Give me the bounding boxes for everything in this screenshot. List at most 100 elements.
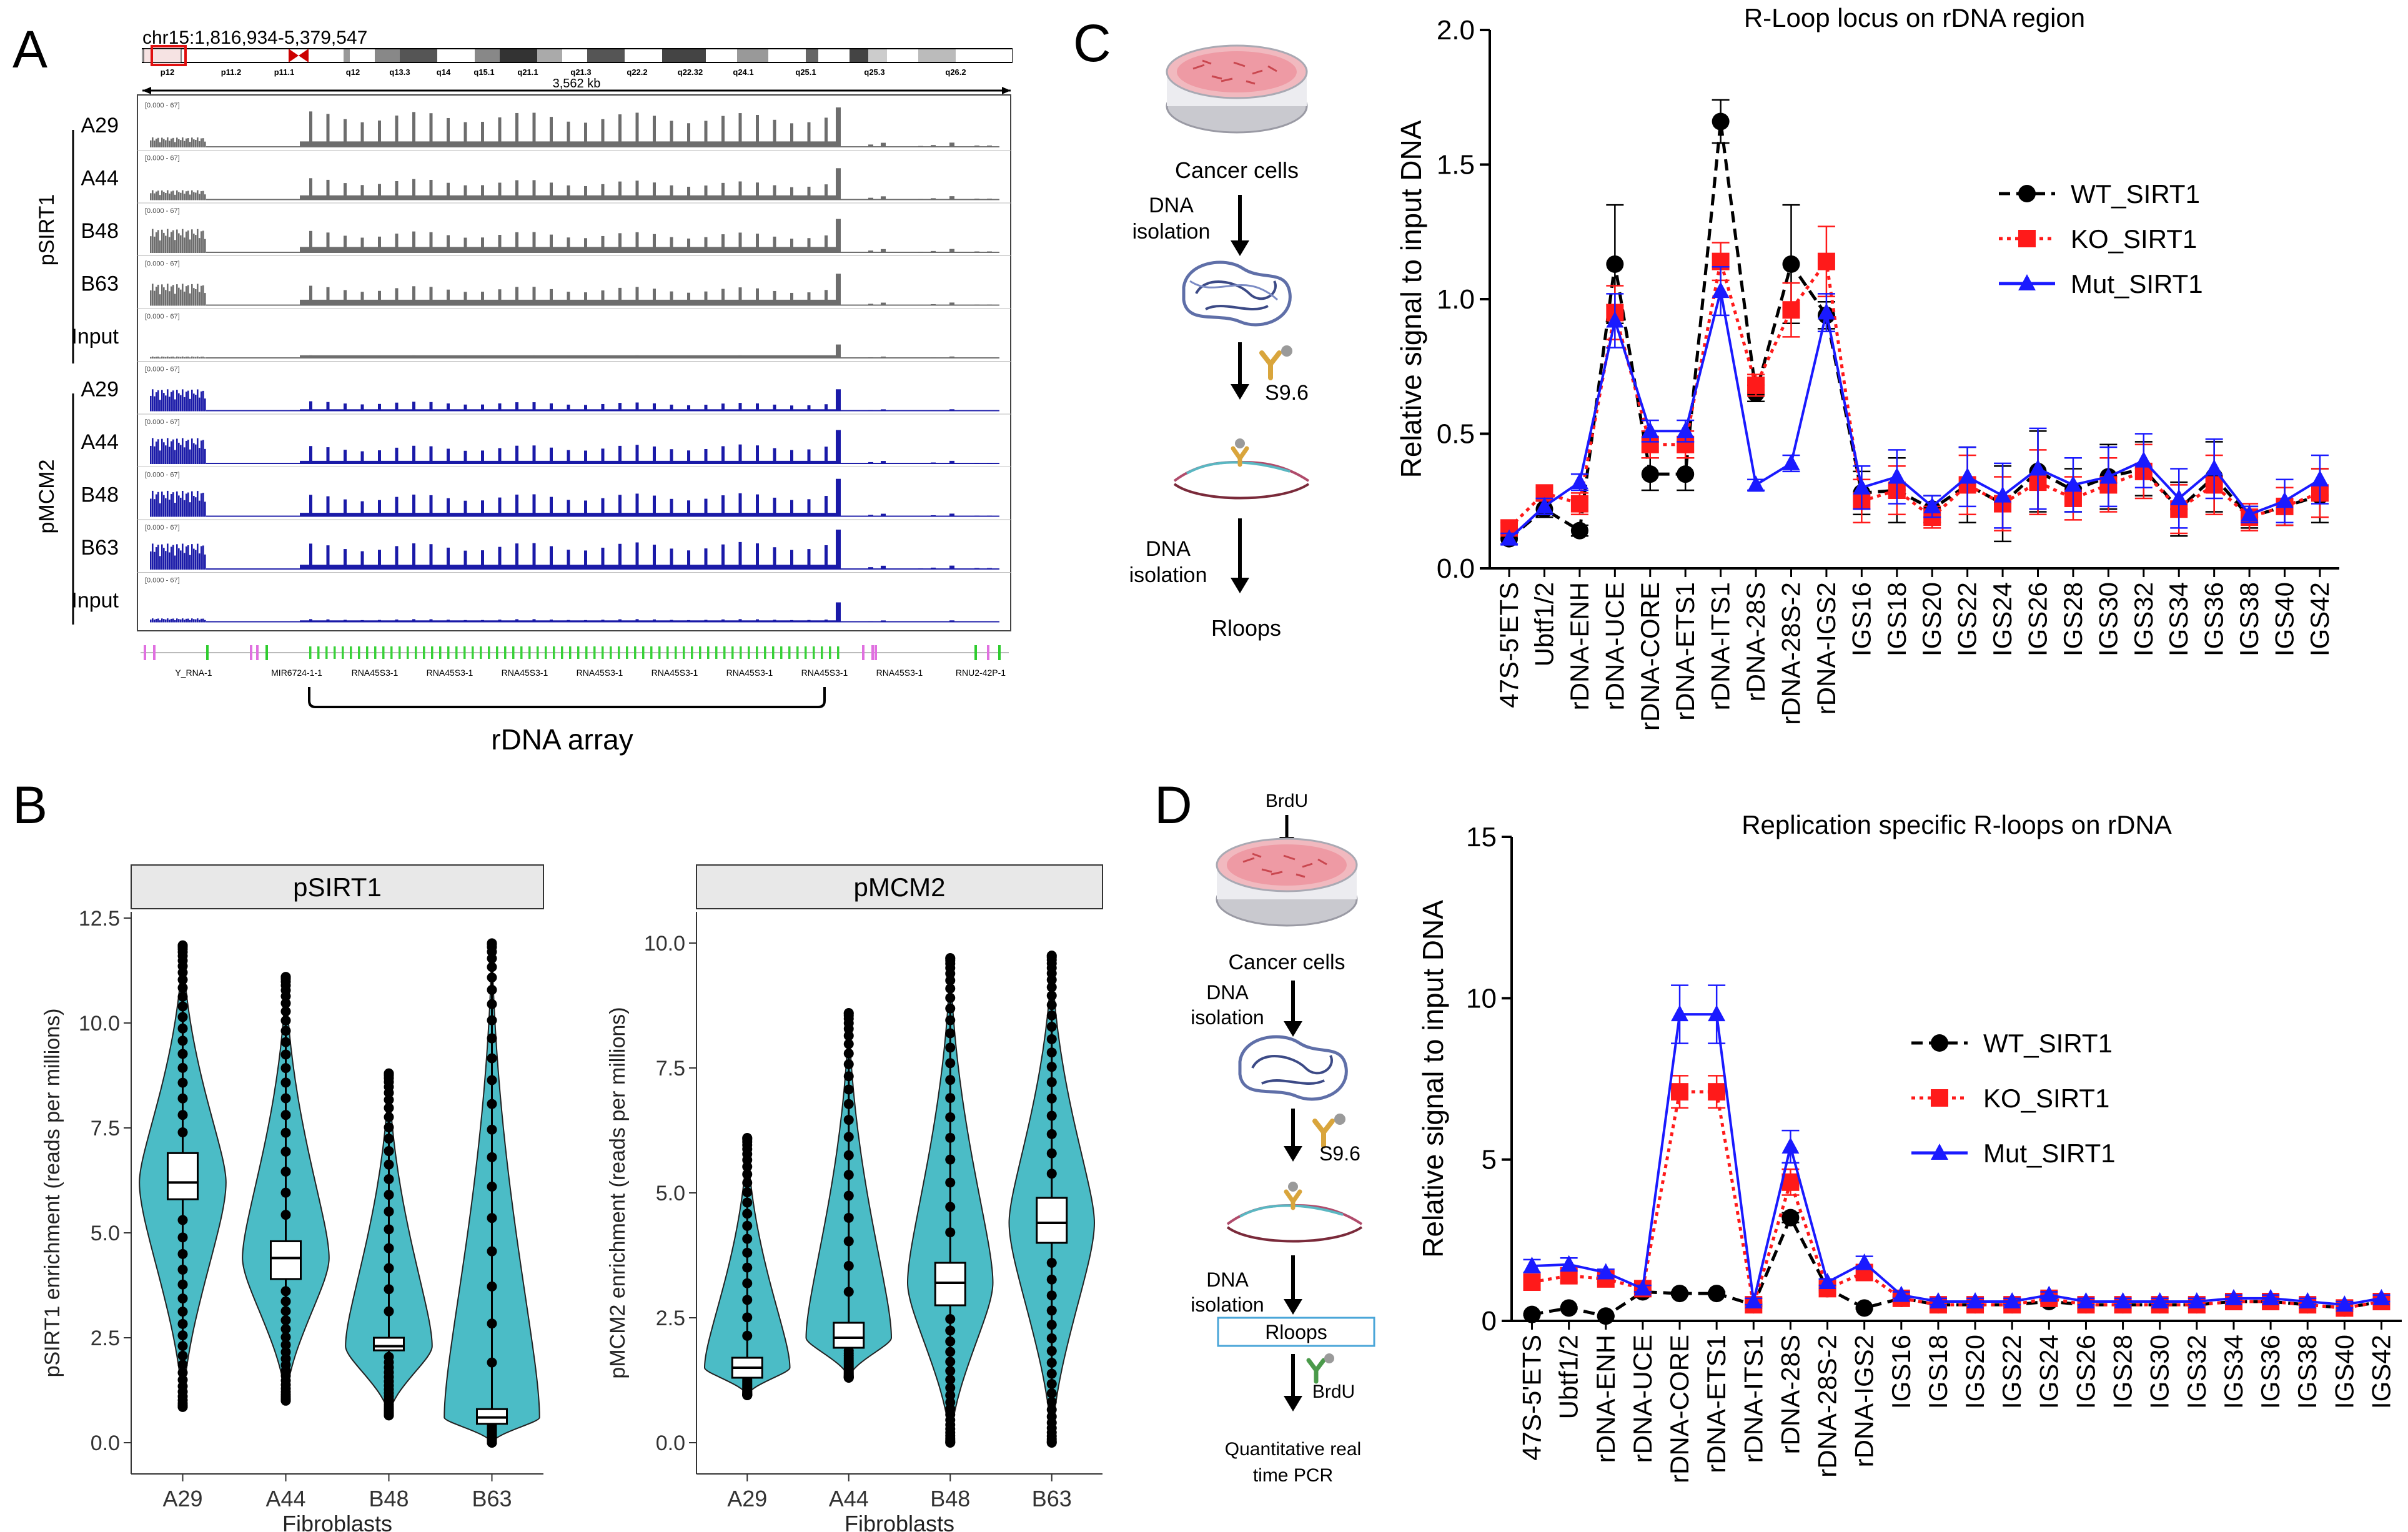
signal-bar	[191, 438, 193, 464]
rdna-gene-mark	[528, 646, 531, 659]
signal-bar	[152, 137, 154, 147]
signal-spike	[463, 450, 467, 464]
panel-label-a: A	[12, 20, 47, 79]
gene-label-4: RNA45S3-1	[502, 668, 548, 678]
signal-spike	[738, 113, 742, 147]
series-line-Mut_SIRT1	[1532, 1013, 2382, 1307]
dna-tangle-icon	[1182, 260, 1292, 327]
point-WT_SIRT1	[1781, 1208, 1800, 1227]
point-KO_SIRT1	[1671, 1083, 1689, 1101]
signal-bar	[171, 546, 172, 570]
ideogram-band-label-1: p11.2	[221, 67, 242, 77]
y-tick-label: 2.0	[1437, 15, 1475, 46]
signal-right	[918, 410, 923, 412]
signal-right	[931, 410, 936, 412]
rloops-label: Rloops	[1211, 615, 1281, 641]
signal-bar	[193, 619, 195, 623]
signal-spike	[532, 232, 536, 253]
signal-bar	[178, 139, 180, 147]
signal-bar	[201, 546, 202, 570]
y-axis-title: Relative signal to input DNA	[1417, 900, 1449, 1258]
ideogram-band-5	[437, 49, 475, 62]
ideogram-band-2	[350, 49, 375, 62]
signal-spike	[378, 550, 381, 570]
signal-bar	[182, 618, 184, 623]
gene-label-7: RNA45S3-1	[726, 668, 773, 678]
signal-bar	[167, 438, 169, 464]
signal-bar	[184, 500, 186, 517]
signal-bar	[156, 287, 157, 306]
signal-bar	[191, 544, 193, 570]
signal-bar	[171, 357, 172, 358]
brdu-top-label: BrdU	[1266, 791, 1308, 811]
point-Mut_SIRT1	[2224, 1288, 2242, 1305]
signal-bar	[199, 357, 201, 358]
brdu-bottom-label: BrdU	[1312, 1381, 1355, 1402]
x-tick-label: A29	[162, 1486, 202, 1511]
signal-spike	[773, 185, 776, 200]
signal-spike	[790, 239, 793, 253]
x-tick-label: IGS16	[1846, 582, 1876, 656]
rdna-gene-mark	[610, 646, 612, 659]
rdna-gene-mark	[748, 646, 750, 659]
signal-spike	[790, 620, 793, 623]
x-tick-label: rDNA-28S	[1775, 1335, 1805, 1454]
rdna-gene-mark	[447, 646, 450, 659]
signal-bar	[187, 440, 189, 464]
cells-label-d: Cancer cells	[1228, 951, 1345, 974]
signal-bar	[152, 190, 154, 200]
signal-spike	[378, 120, 381, 147]
track-signal-9	[150, 602, 999, 623]
signal-spike	[756, 494, 759, 517]
point-KO_SIRT1	[1747, 376, 1765, 394]
rdna-gene-mark	[731, 646, 734, 659]
signal-spike	[704, 121, 708, 147]
signal-spike	[738, 232, 742, 253]
signal-bar	[159, 195, 161, 200]
signal-right	[881, 356, 886, 358]
signal-spike	[498, 546, 502, 570]
track-signal-1	[150, 168, 999, 200]
y-axis-title: pSIRT1 enrichment (reads per millions)	[41, 1009, 64, 1378]
signal-bar	[167, 137, 169, 147]
signal-right	[868, 567, 873, 570]
signal-bar	[180, 192, 182, 200]
signal-bar	[156, 139, 157, 147]
signal-spike	[618, 233, 622, 253]
x-tick-label: rDNA-CORE	[1665, 1335, 1694, 1483]
signal-spike	[807, 356, 811, 358]
signal-right	[931, 567, 936, 570]
signal-spike	[344, 450, 347, 464]
signal-bar	[165, 140, 167, 147]
ideogram-band-label-4: q13.3	[389, 67, 410, 77]
track-signal-7	[150, 478, 999, 517]
point-Mut_SIRT1	[2262, 1288, 2280, 1305]
signal-right	[987, 304, 992, 306]
signal-bar	[204, 239, 206, 253]
ideogram-band-17	[818, 49, 850, 62]
point-Mut_SIRT1	[2336, 1295, 2354, 1312]
signal-bar	[187, 138, 189, 147]
signal-spike	[429, 113, 433, 147]
x-tick-label: IGS28	[2108, 1335, 2138, 1409]
signal-bar	[182, 284, 184, 306]
signal-spike	[687, 123, 690, 147]
signal-end-spike	[836, 274, 841, 306]
signal-bar	[199, 141, 201, 147]
rdna-gene-mark	[788, 646, 791, 659]
signal-spike	[515, 355, 518, 358]
signal-spike	[532, 355, 536, 358]
rloops-box	[1217, 1317, 1375, 1347]
signal-bar	[182, 356, 184, 358]
x-tick-label: IGS26	[2071, 1335, 2100, 1409]
ideogram-band-22	[956, 49, 1012, 62]
rdna-gene-mark	[399, 646, 401, 659]
signal-spike	[447, 620, 450, 623]
signal-bar	[163, 232, 165, 253]
signal-bar	[167, 356, 169, 358]
ideogram-band-label-5: q14	[437, 67, 451, 77]
signal-right	[918, 621, 923, 623]
signal-spike	[825, 355, 828, 358]
signal-bar	[169, 552, 171, 570]
x-tick-label: IGS18	[1882, 582, 1911, 656]
